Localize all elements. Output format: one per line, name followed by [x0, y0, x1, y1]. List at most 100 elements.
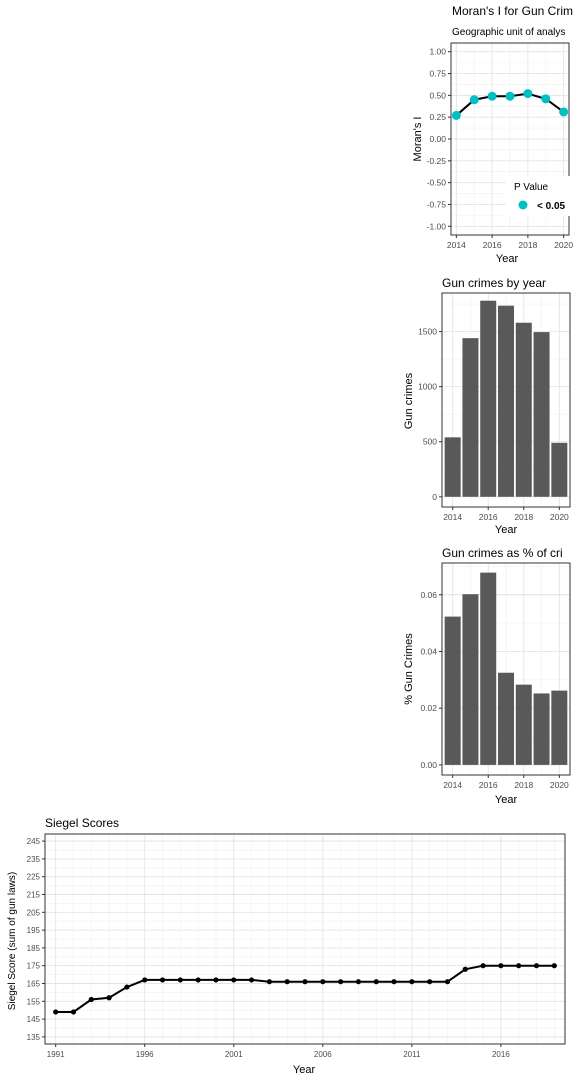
siegel-xlabel: Year — [293, 1064, 316, 1076]
morans-legend-box — [506, 176, 572, 216]
siegel-point — [302, 979, 308, 985]
x-tick-label: 2020 — [550, 780, 569, 790]
y-tick-label: 0.06 — [420, 590, 437, 600]
siegel-point — [355, 979, 362, 985]
y-tick-label: 205 — [27, 908, 41, 917]
bar — [462, 594, 479, 765]
x-tick-label: 2014 — [443, 780, 462, 790]
morans-point — [523, 89, 533, 99]
bar — [498, 672, 514, 765]
bar — [533, 332, 550, 497]
bar — [551, 442, 568, 497]
siegel-point — [248, 977, 255, 983]
siegel-point — [427, 979, 433, 985]
morans-legend-label: < 0.05 — [537, 201, 566, 212]
morans-xlabel: Year — [496, 253, 519, 265]
y-tick-label: 500 — [423, 437, 437, 447]
y-tick-label: 235 — [27, 855, 41, 864]
x-tick-label: 2020 — [554, 240, 573, 250]
x-tick-label: 2016 — [479, 512, 498, 522]
siegel-point — [338, 979, 344, 985]
panel-border — [441, 562, 571, 776]
morans-legend-marker — [518, 200, 528, 210]
y-tick-label: 1000 — [418, 382, 437, 392]
siegel-point — [373, 979, 379, 985]
siegel-point — [391, 979, 397, 985]
morans-point — [559, 107, 569, 117]
siegel-point — [551, 963, 557, 969]
siegel-point — [320, 979, 326, 985]
bar — [480, 572, 497, 765]
siegel-point — [480, 963, 486, 969]
bar — [480, 300, 497, 497]
gun-crimes-plot-area: 2014 2016 2018 2020 0 500 1000 1500 — [418, 292, 571, 522]
x-tick-label: 2016 — [483, 240, 502, 250]
y-tick-label: 0 — [432, 492, 437, 502]
x-tick-label: 2016 — [479, 780, 498, 790]
siegel-chart: Siegel Scores Siegel Score (sum of gun l… — [7, 816, 566, 1076]
morans-chart: Moran's I for Gun Crim Geographic unit o… — [412, 4, 573, 265]
morans-point — [541, 94, 551, 104]
panel-border — [44, 833, 566, 1045]
siegel-point — [266, 979, 272, 985]
siegel-point — [142, 977, 148, 983]
y-tick-label: 1.00 — [429, 47, 446, 57]
siegel-point — [88, 996, 94, 1003]
y-tick-label: 195 — [27, 926, 41, 935]
gun-crimes-ylabel: Gun crimes — [403, 372, 415, 429]
siegel-point — [533, 963, 540, 969]
y-tick-label: 0.00 — [420, 760, 437, 770]
bar — [498, 305, 514, 497]
morans-ylabel: Moran's I — [412, 117, 424, 162]
x-tick-label: 2014 — [447, 240, 466, 250]
bar — [444, 616, 461, 765]
siegel-point — [231, 977, 237, 983]
y-tick-label: 0.04 — [420, 646, 437, 656]
morans-legend: P Value < 0.05 — [506, 176, 572, 216]
y-tick-label: 145 — [27, 1015, 41, 1024]
y-tick-label: 155 — [27, 997, 41, 1006]
morans-point — [487, 91, 497, 101]
y-tick-label: -0.25 — [427, 156, 447, 166]
morans-title: Moran's I for Gun Crim — [452, 4, 573, 18]
x-tick-label: 2014 — [443, 512, 462, 522]
siegel-point — [284, 979, 290, 985]
x-tick-label: 1996 — [136, 1050, 154, 1059]
gun-pct-ylabel: % Gun Crimes — [403, 633, 415, 705]
bar — [533, 693, 550, 765]
panel-border — [441, 292, 571, 508]
y-tick-label: 0.75 — [429, 69, 446, 79]
morans-point — [505, 91, 515, 101]
siegel-point — [106, 995, 112, 1001]
gun-pct-plot-area: 2014 2016 2018 2020 0.00 0.02 0.04 0.06 — [420, 562, 571, 790]
x-tick-label: 2011 — [403, 1050, 421, 1059]
morans-point — [451, 110, 461, 120]
y-tick-label: -1.00 — [427, 221, 447, 231]
x-tick-label: 1991 — [47, 1050, 65, 1059]
gun-crimes-chart: Gun crimes by year Gun crimes Year 2014 2… — [403, 276, 571, 536]
siegel-title: Siegel Scores — [45, 816, 119, 830]
x-tick-label: 2020 — [550, 512, 569, 522]
y-tick-label: 225 — [27, 873, 41, 882]
y-tick-label: 165 — [27, 979, 41, 988]
siegel-point — [195, 977, 201, 983]
y-tick-label: 245 — [27, 837, 41, 846]
bar — [515, 684, 532, 765]
y-tick-label: 1500 — [418, 327, 437, 337]
y-tick-label: 0.25 — [429, 112, 446, 122]
bar — [551, 690, 568, 765]
y-tick-label: 215 — [27, 891, 41, 900]
bar — [462, 338, 479, 497]
morans-point — [469, 95, 479, 105]
siegel-point — [516, 963, 522, 969]
siegel-point — [409, 979, 415, 985]
siegel-point — [159, 977, 166, 983]
y-tick-label: 135 — [27, 1033, 41, 1042]
siegel-point — [213, 977, 219, 983]
morans-subtitle: Geographic unit of analys — [452, 27, 565, 38]
y-tick-label: 0.50 — [429, 90, 446, 100]
gun-pct-xlabel: Year — [495, 794, 518, 806]
siegel-point — [53, 1009, 59, 1015]
siegel-point — [124, 984, 130, 990]
